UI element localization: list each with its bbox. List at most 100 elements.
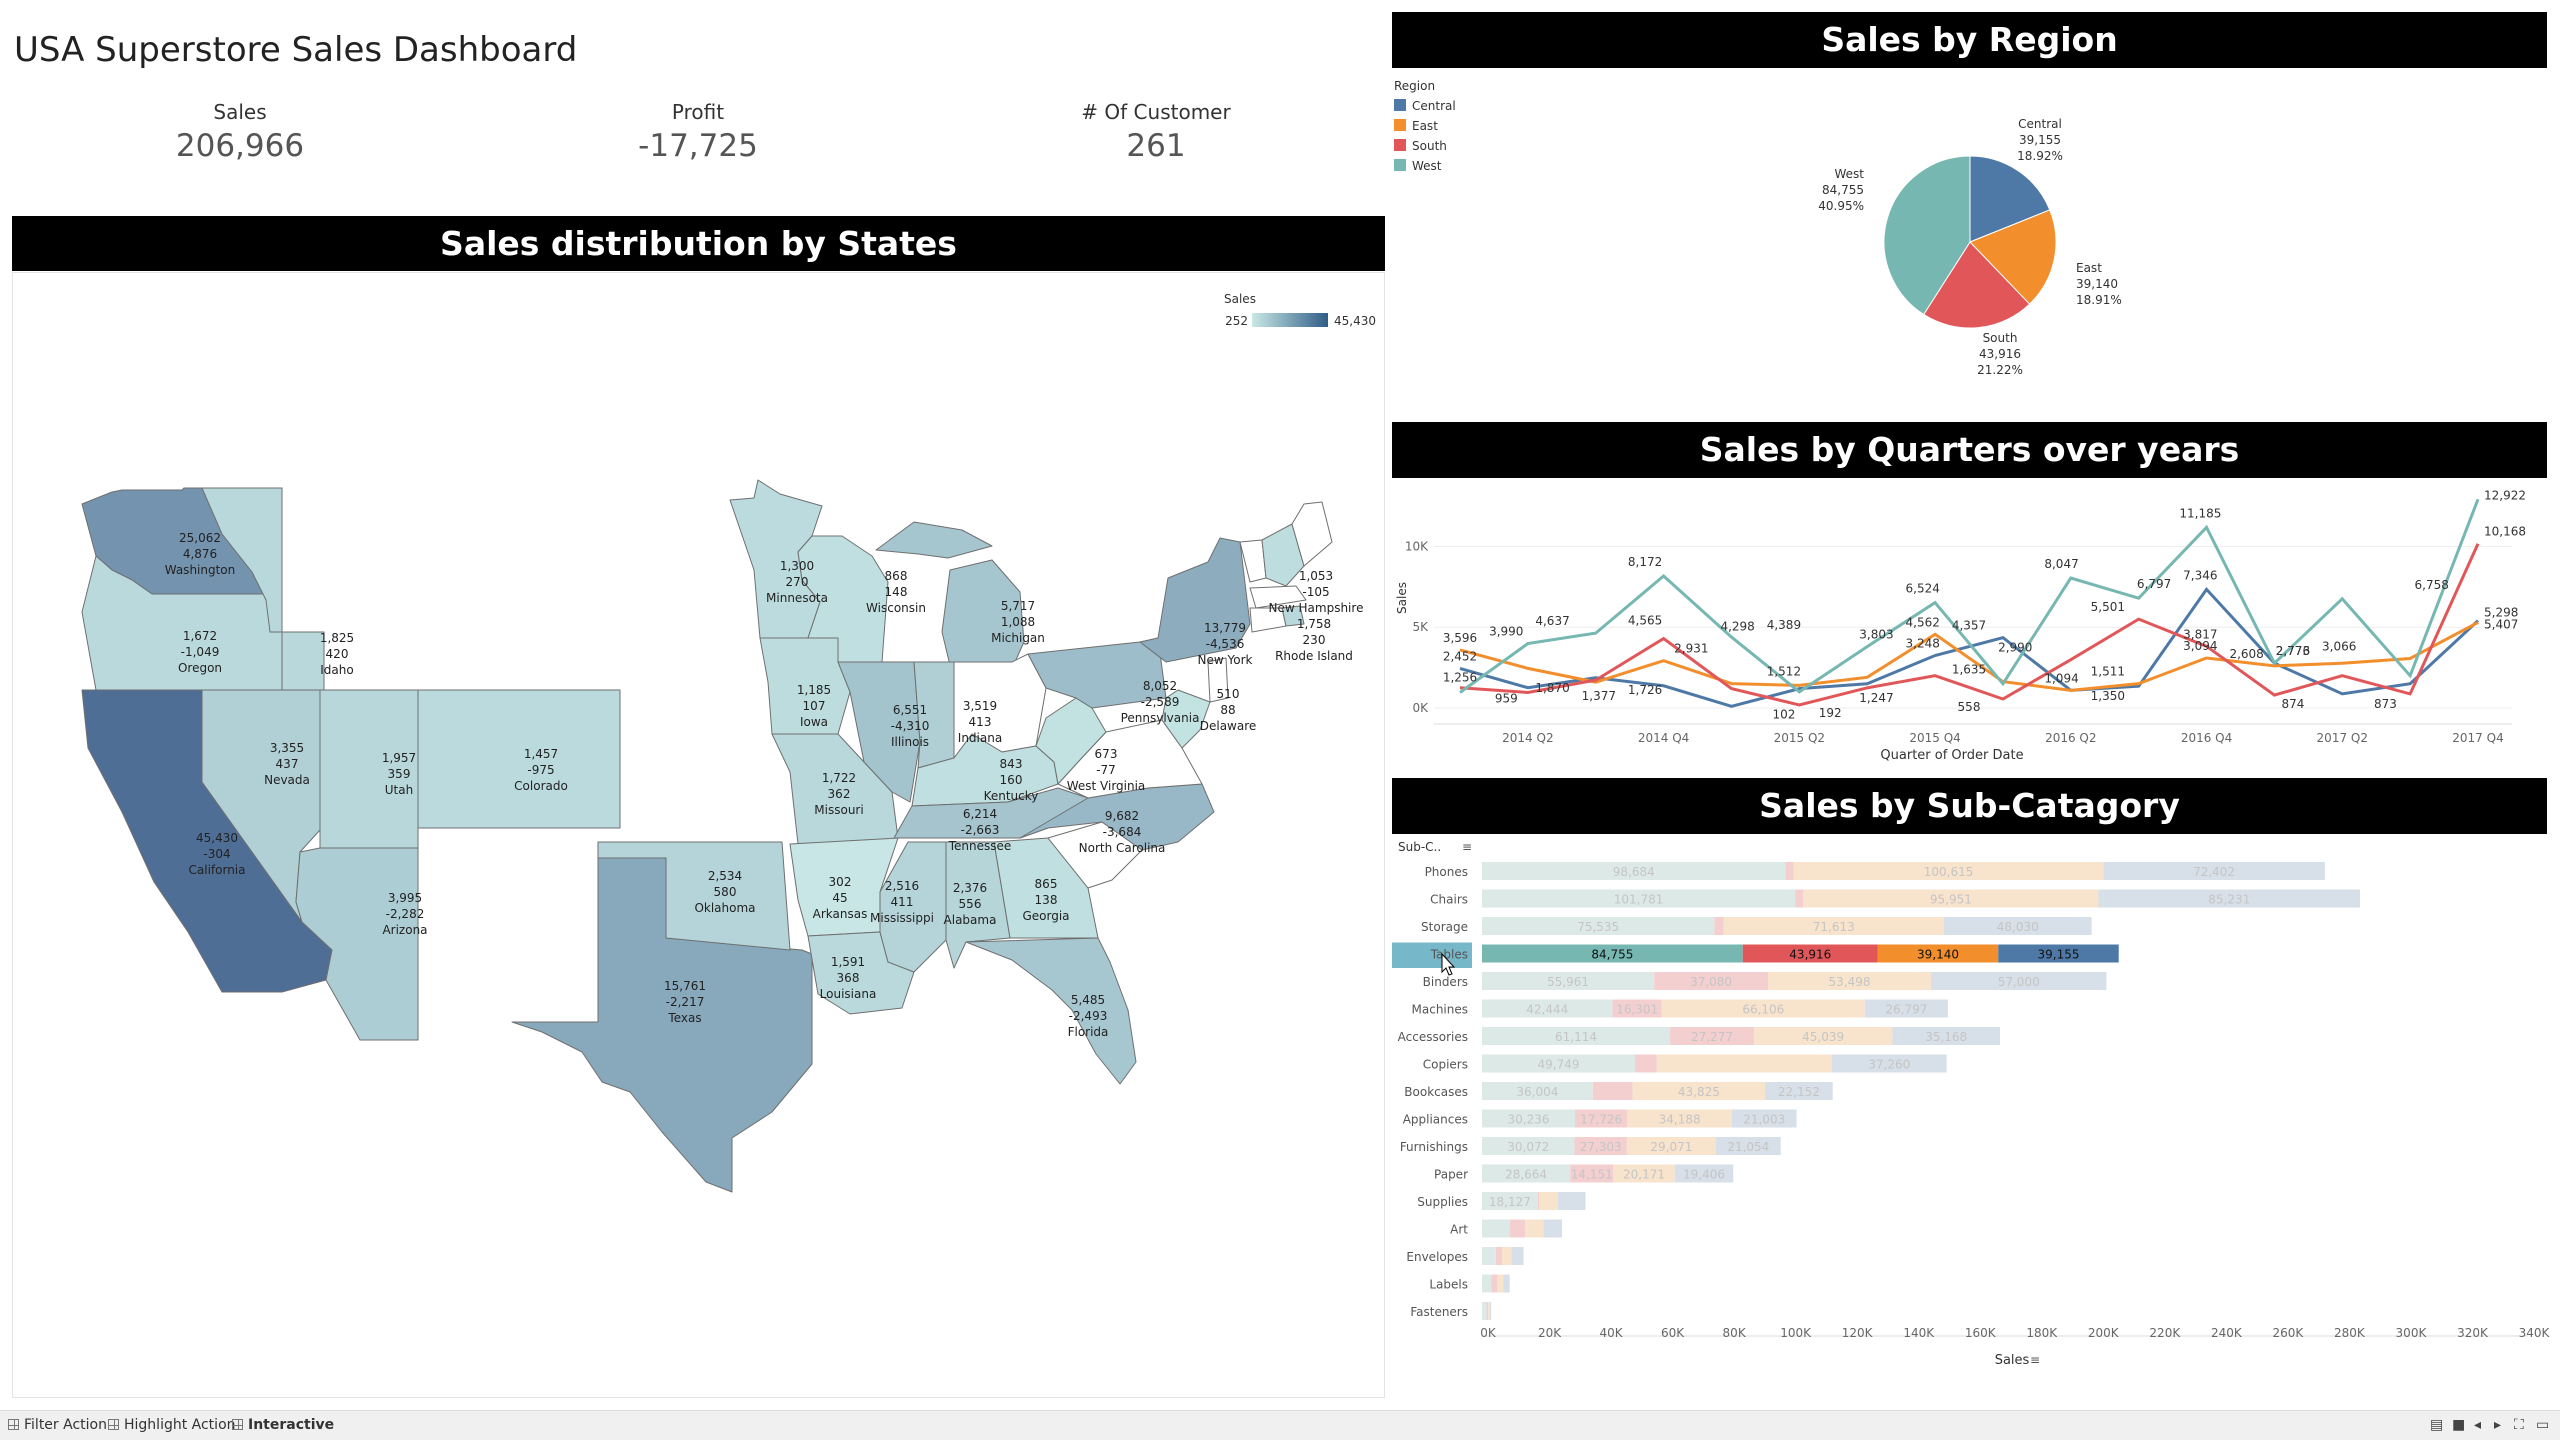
bar-segment-central[interactable] xyxy=(1543,1219,1562,1238)
bar-segment-south[interactable] xyxy=(1575,1109,1628,1128)
bar-row-appliances[interactable]: Appliances 30,236 17,726 34,188 21,003 xyxy=(1403,1109,1797,1128)
pie-slice-west[interactable] xyxy=(1883,155,1971,316)
bar-segment-central[interactable] xyxy=(1503,1274,1510,1293)
bar-row-binders[interactable]: Binders 55,961 37,080 53,498 57,000 xyxy=(1423,972,2107,990)
bar-row-paper[interactable]: Paper 28,664 14,151 20,171 19,406 xyxy=(1434,1164,1734,1183)
bar-segment-west[interactable] xyxy=(1482,1274,1492,1293)
state-colorado[interactable] xyxy=(417,689,621,829)
state-west-virginia[interactable] xyxy=(1035,697,1107,785)
bar-row-label[interactable]: Furnishings xyxy=(1400,1140,1468,1154)
bar-row-machines[interactable]: Machines 42,444 16,301 66,106 26,797 xyxy=(1412,999,1948,1018)
bar-segment-east[interactable] xyxy=(1539,1192,1558,1210)
bar-segment-east[interactable] xyxy=(1661,999,1865,1018)
bar-segment-east[interactable] xyxy=(1627,1109,1732,1128)
sales-by-region-pie[interactable]: Region Central East South West Central 39,15… xyxy=(1392,72,2547,412)
bar-row-bookcases[interactable]: Bookcases 36,004 43,825 22,152 xyxy=(1404,1082,1833,1100)
bar-segment-west[interactable] xyxy=(1482,1027,1671,1045)
bar-row-art[interactable]: Art xyxy=(1450,1219,1562,1238)
bar-row-label[interactable]: Copiers xyxy=(1423,1058,1468,1072)
bar-segment-central[interactable] xyxy=(1998,944,2119,963)
bar-row-tables[interactable]: Tables 84,755 43,916 39,140 39,155 xyxy=(1392,942,2119,969)
bar-segment-central[interactable] xyxy=(1892,1027,2001,1045)
bar-segment-central[interactable] xyxy=(1831,1054,1947,1073)
bar-segment-west[interactable] xyxy=(1482,1164,1571,1183)
line-series-west[interactable] xyxy=(1459,498,2480,694)
bar-segment-central[interactable] xyxy=(1931,972,2107,990)
bar-row-fasteners[interactable]: Fasteners xyxy=(1410,1302,1492,1320)
bar-segment-west[interactable] xyxy=(1482,1109,1576,1128)
bar-segment-south[interactable] xyxy=(1495,1247,1502,1265)
bar-row-label[interactable]: Art xyxy=(1450,1223,1468,1237)
bar-row-label[interactable]: Binders xyxy=(1423,975,1468,989)
bar-segment-east[interactable] xyxy=(1525,1219,1544,1238)
bar-row-label[interactable]: Envelopes xyxy=(1406,1250,1468,1264)
bar-segment-south[interactable] xyxy=(1635,1054,1657,1073)
bar-segment-east[interactable] xyxy=(1632,1082,1766,1100)
bar-segment-east[interactable] xyxy=(1723,917,1944,935)
bar-segment-west[interactable] xyxy=(1482,1082,1593,1100)
region-legend-item-east[interactable]: East xyxy=(1394,119,1438,133)
bar-segment-east[interactable] xyxy=(1656,1054,1832,1073)
pie-slice-south[interactable] xyxy=(1923,241,2031,329)
bar-segment-south[interactable] xyxy=(1714,917,1724,935)
sales-by-quarter-line-chart[interactable]: Sales Quarter of Order Date 0K 5K 10K 2014 … xyxy=(1392,478,2552,778)
bar-row-labels[interactable]: Labels xyxy=(1429,1274,1510,1293)
bar-segment-south[interactable] xyxy=(1509,1219,1526,1238)
tab-interactive[interactable]: Interactive xyxy=(232,1417,334,1433)
bar-segment-east[interactable] xyxy=(1613,1164,1675,1183)
state-idaho[interactable] xyxy=(183,487,325,691)
bar-segment-central[interactable] xyxy=(1557,1192,1586,1210)
bar-segment-central[interactable] xyxy=(1511,1247,1524,1265)
bar-row-accessories[interactable]: Accessories 61,114 27,277 45,039 35,168 xyxy=(1398,1027,2001,1045)
fullscreen-icon[interactable]: ⛶ xyxy=(2514,1417,2524,1433)
state-maine[interactable] xyxy=(1291,501,1333,567)
state-illinois[interactable] xyxy=(837,661,921,803)
bar-segment-south[interactable] xyxy=(1785,862,1794,880)
state-georgia[interactable] xyxy=(993,837,1099,939)
tab-filter-action[interactable]: Filter Action xyxy=(8,1417,107,1433)
bar-row-label[interactable]: Appliances xyxy=(1403,1113,1468,1127)
bar-row-storage[interactable]: Storage 75,535 71,613 48,030 xyxy=(1421,917,2092,935)
bar-row-label[interactable]: Machines xyxy=(1412,1003,1468,1017)
bar-segment-east[interactable] xyxy=(1877,944,1999,963)
sales-by-subcategory-bar-chart[interactable]: Sub-C.. ≡ Phones 98,684 100,615 72,402 Chair… xyxy=(1392,836,2552,1376)
pie-slice-east[interactable] xyxy=(1969,209,2057,305)
tab-highlight-action[interactable]: Highlight Action xyxy=(108,1417,236,1433)
bar-row-label[interactable]: Storage xyxy=(1421,920,1468,934)
bar-segment-south[interactable] xyxy=(1795,889,1804,908)
bar-segment-west[interactable] xyxy=(1482,1192,1538,1210)
bar-segment-east[interactable] xyxy=(1793,862,2104,880)
bar-row-label[interactable]: Chairs xyxy=(1430,893,1468,907)
bar-segment-east[interactable] xyxy=(1753,1027,1893,1045)
bar-segment-south[interactable] xyxy=(1670,1027,1754,1045)
line-series-south[interactable] xyxy=(1459,543,2480,707)
next-sheet-icon[interactable]: ▸ xyxy=(2494,1417,2502,1433)
subcat-sort-icon[interactable]: ≡ xyxy=(2030,1353,2040,1367)
bar-segment-central[interactable] xyxy=(1864,999,1948,1018)
bar-segment-central[interactable] xyxy=(2098,889,2361,908)
bar-segment-west[interactable] xyxy=(1482,889,1796,908)
bar-row-copiers[interactable]: Copiers 49,749 37,260 xyxy=(1423,1054,1947,1073)
bar-segment-central[interactable] xyxy=(1674,1164,1734,1183)
bar-segment-south[interactable] xyxy=(1537,1192,1540,1210)
bar-segment-west[interactable] xyxy=(1482,972,1655,990)
state-new-hampshire[interactable] xyxy=(1261,523,1305,587)
state-new-jersey[interactable] xyxy=(1207,657,1229,703)
state-arizona[interactable] xyxy=(295,847,419,1041)
sales-by-state-map[interactable]: Sales 252 45,430 25,062 4,876 Washington 1,… xyxy=(12,272,1385,1398)
bar-segment-south[interactable] xyxy=(1742,944,1878,963)
presentation-icon[interactable]: ▭ xyxy=(2536,1417,2550,1433)
bar-segment-central[interactable] xyxy=(1765,1082,1833,1100)
subcat-header[interactable]: Sub-C.. xyxy=(1398,840,1441,854)
bar-segment-east[interactable] xyxy=(1501,1247,1512,1265)
bar-segment-central[interactable] xyxy=(2103,862,2325,880)
region-legend-item-south[interactable]: South xyxy=(1394,139,1447,153)
bar-row-label[interactable]: Paper xyxy=(1434,1168,1468,1182)
bar-segment-south[interactable] xyxy=(1654,972,1768,990)
bar-row-label[interactable]: Fasteners xyxy=(1410,1305,1468,1319)
bar-segment-east[interactable] xyxy=(1497,1274,1504,1293)
bar-row-phones[interactable]: Phones 98,684 100,615 72,402 xyxy=(1425,862,2325,880)
bar-segment-south[interactable] xyxy=(1491,1274,1498,1293)
bar-row-chairs[interactable]: Chairs 101,781 95,951 85,231 xyxy=(1430,889,2361,908)
state-iowa[interactable] xyxy=(759,637,851,735)
